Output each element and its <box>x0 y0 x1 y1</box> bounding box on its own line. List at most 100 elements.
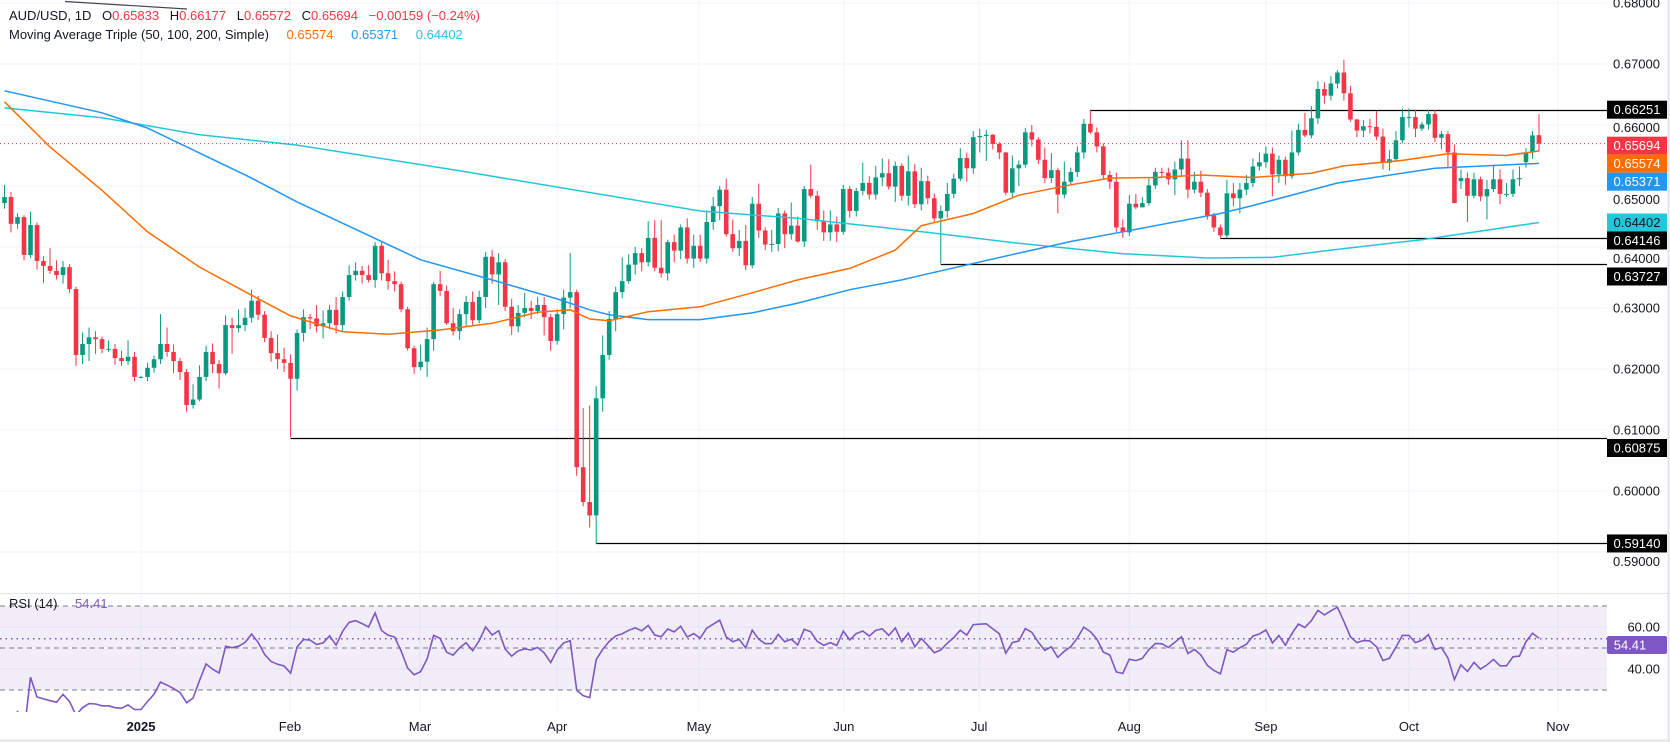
candle-body <box>2 196 7 204</box>
candle-body <box>333 309 339 326</box>
candle-body <box>801 189 807 242</box>
candle <box>788 202 794 240</box>
candle <box>281 347 287 373</box>
candle <box>1205 189 1210 220</box>
candle <box>1335 70 1340 89</box>
candle-body <box>1205 192 1210 216</box>
candle-body <box>411 348 417 368</box>
candle-body <box>1088 123 1093 133</box>
candle <box>106 340 111 352</box>
candle <box>119 350 124 366</box>
candle <box>1497 169 1503 205</box>
candle-body <box>1393 140 1399 160</box>
candle-body <box>899 165 905 196</box>
candle <box>1029 125 1035 147</box>
candle <box>1426 109 1431 130</box>
price-label-box <box>1607 213 1667 232</box>
candle <box>385 259 391 290</box>
candle <box>554 309 560 345</box>
candle <box>925 175 931 205</box>
candle-body <box>918 181 924 205</box>
candle <box>619 257 625 299</box>
candle <box>580 408 586 507</box>
open-label: O <box>101 8 113 23</box>
candle-body <box>463 301 469 315</box>
candle-body <box>1231 193 1236 199</box>
ma100-value: 0.65371 <box>351 27 399 42</box>
price-label-box <box>1607 154 1667 173</box>
time-tick-label: Aug <box>1118 719 1141 734</box>
indicator-legend[interactable]: Moving Average Triple (50, 100, 200, Sim… <box>9 27 463 43</box>
candle <box>450 308 456 336</box>
ma200-value: 0.64402 <box>415 27 463 42</box>
candle <box>158 314 163 365</box>
candle <box>372 242 378 288</box>
candle <box>853 187 859 217</box>
candle-body <box>1536 135 1542 144</box>
candle <box>1224 179 1230 238</box>
candle <box>1120 219 1126 238</box>
candle <box>606 311 612 360</box>
candle-body <box>743 240 749 266</box>
low-label: L <box>236 8 244 23</box>
candle-body <box>151 359 157 368</box>
candle-body <box>951 178 957 194</box>
rsi-axis: 60.00 54.41 40.00 <box>1607 620 1667 677</box>
candle <box>808 164 814 199</box>
candle-body <box>834 224 840 232</box>
candle-body <box>1497 179 1503 194</box>
time-tick-label: Apr <box>547 719 568 734</box>
candle-body <box>645 237 651 263</box>
series-price-label: 0.65371 <box>1607 172 1667 191</box>
candle-body <box>1049 170 1054 179</box>
candle <box>782 210 788 249</box>
candle <box>418 344 423 371</box>
candle-body <box>229 325 235 329</box>
candle <box>652 220 657 272</box>
candle <box>866 176 872 200</box>
candle <box>1042 147 1048 183</box>
rsi-legend[interactable]: RSI (14) 54.41 <box>9 596 108 612</box>
candle-body <box>1335 72 1340 84</box>
candle-body <box>522 308 527 313</box>
candle <box>769 229 775 252</box>
candle-body <box>684 227 690 259</box>
candle-body <box>1016 164 1022 169</box>
candle <box>301 309 306 342</box>
candle <box>489 250 495 284</box>
candle <box>379 242 384 281</box>
trend-line <box>64 0 188 10</box>
candle-body <box>775 213 781 244</box>
candle-body <box>626 264 631 282</box>
candle <box>1315 81 1321 124</box>
candle <box>1257 152 1262 171</box>
candle-body <box>730 234 736 249</box>
symbol-legend: AUD/USD, 1D O0.65833 H0.66177 L0.65572 C… <box>9 8 480 24</box>
candle-body <box>840 189 846 232</box>
candle <box>1016 160 1022 186</box>
candle <box>1276 155 1282 183</box>
candle <box>1530 131 1535 159</box>
candle-body <box>119 358 124 362</box>
candle <box>21 215 27 261</box>
candle <box>691 234 697 268</box>
candle-body <box>1244 182 1249 190</box>
candle <box>353 262 358 281</box>
candle <box>1185 140 1191 199</box>
price-label-text: 0.64402 <box>1614 215 1661 230</box>
candle-body <box>762 230 768 245</box>
price-label-text: 0.60875 <box>1614 441 1661 456</box>
candle-body <box>398 284 404 310</box>
candle <box>1341 59 1347 101</box>
candle-body <box>41 261 46 266</box>
price-label-text: 0.63727 <box>1614 269 1661 284</box>
candle-body <box>320 323 326 327</box>
candle <box>743 225 749 271</box>
candle-body <box>424 339 430 362</box>
candle-body <box>366 275 371 280</box>
candle-body <box>606 318 612 355</box>
candle-body <box>327 309 332 324</box>
candle-body <box>873 177 879 195</box>
candle-body <box>613 292 618 319</box>
